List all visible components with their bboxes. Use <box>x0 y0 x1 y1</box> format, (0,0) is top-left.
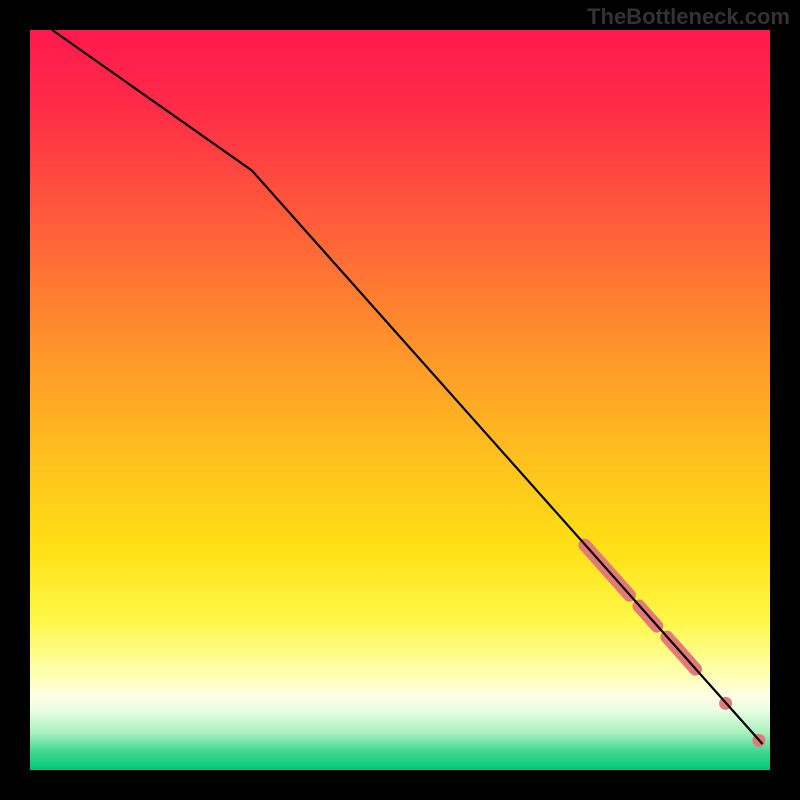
chart-overlay <box>30 30 770 770</box>
plot-area <box>30 30 770 770</box>
line-series <box>52 30 762 744</box>
watermark-text: TheBottleneck.com <box>587 4 790 30</box>
chart-root: TheBottleneck.com <box>0 0 800 800</box>
